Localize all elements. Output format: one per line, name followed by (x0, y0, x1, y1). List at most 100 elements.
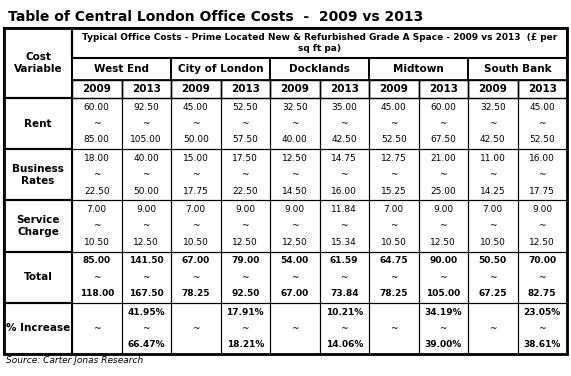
Bar (320, 80, 369, 98)
Bar (220, 200, 270, 252)
Text: ~: ~ (489, 324, 497, 333)
Text: Docklands: Docklands (289, 64, 350, 74)
Text: ~: ~ (93, 221, 100, 230)
Text: 12.50: 12.50 (529, 238, 555, 247)
Bar (4, 98, 72, 149)
Bar (220, 98, 270, 149)
Text: 78.25: 78.25 (182, 289, 210, 298)
Text: ~: ~ (340, 273, 348, 282)
Text: 14.25: 14.25 (480, 186, 505, 196)
Text: 67.00: 67.00 (280, 289, 309, 298)
Bar (270, 80, 320, 98)
Bar (171, 98, 220, 149)
Bar (122, 303, 171, 354)
Text: ~: ~ (143, 119, 150, 128)
Text: ~: ~ (242, 119, 249, 128)
Text: ~: ~ (93, 273, 100, 282)
Text: 7.00: 7.00 (87, 205, 107, 214)
Text: 85.00: 85.00 (84, 135, 110, 144)
Text: 2013: 2013 (329, 84, 359, 94)
Text: ~: ~ (390, 170, 397, 179)
Text: 64.75: 64.75 (380, 256, 408, 265)
Text: ~: ~ (291, 273, 299, 282)
Text: ~: ~ (340, 119, 348, 128)
Text: 141.50: 141.50 (129, 256, 163, 265)
Text: West End: West End (94, 64, 149, 74)
Text: ~: ~ (440, 170, 447, 179)
Bar (320, 149, 369, 200)
Text: 38.61%: 38.61% (524, 340, 561, 349)
Bar (72, 98, 122, 149)
Text: 7.00: 7.00 (482, 205, 503, 214)
Text: 42.50: 42.50 (480, 135, 505, 144)
Text: 92.50: 92.50 (231, 289, 259, 298)
Text: 118.00: 118.00 (79, 289, 114, 298)
Bar (320, 200, 369, 252)
Bar (122, 200, 171, 252)
Bar (72, 200, 122, 252)
Text: ~: ~ (242, 221, 249, 230)
Bar (220, 252, 270, 303)
Text: ~: ~ (440, 119, 447, 128)
Bar (320, 98, 369, 149)
Text: 14.06%: 14.06% (325, 340, 363, 349)
Text: ~: ~ (538, 221, 546, 230)
Text: 35.00: 35.00 (331, 103, 357, 112)
Text: 11.84: 11.84 (331, 205, 357, 214)
Text: 17.50: 17.50 (232, 154, 258, 163)
Text: 67.00: 67.00 (182, 256, 210, 265)
Text: ~: ~ (440, 273, 447, 282)
Bar (369, 303, 419, 354)
Bar (171, 252, 220, 303)
Text: ~: ~ (192, 273, 199, 282)
Text: ~: ~ (538, 324, 546, 333)
Bar (369, 252, 419, 303)
Text: 39.00%: 39.00% (425, 340, 462, 349)
Text: 14.50: 14.50 (282, 186, 308, 196)
Text: 60.00: 60.00 (84, 103, 110, 112)
Text: % Increase: % Increase (6, 323, 70, 334)
Bar (4, 149, 72, 200)
Text: Service
Charge: Service Charge (16, 215, 60, 237)
Text: 67.50: 67.50 (431, 135, 456, 144)
Bar (517, 80, 567, 98)
Bar (171, 200, 220, 252)
Text: 10.50: 10.50 (381, 238, 407, 247)
Bar (468, 303, 517, 354)
Text: ~: ~ (143, 273, 150, 282)
Bar (320, 252, 369, 303)
Text: Business
Rates: Business Rates (12, 164, 64, 186)
Bar (468, 58, 567, 80)
Text: 25.00: 25.00 (431, 186, 456, 196)
Bar (171, 149, 220, 200)
Text: 57.50: 57.50 (232, 135, 258, 144)
Text: ~: ~ (538, 119, 546, 128)
Bar (72, 252, 122, 303)
Bar (369, 80, 419, 98)
Text: 10.50: 10.50 (183, 238, 208, 247)
Text: ~: ~ (440, 221, 447, 230)
Text: 52.50: 52.50 (529, 135, 555, 144)
Text: 15.34: 15.34 (331, 238, 357, 247)
Text: 7.00: 7.00 (186, 205, 206, 214)
Bar (419, 80, 468, 98)
Bar (517, 149, 567, 200)
Text: 12.75: 12.75 (381, 154, 407, 163)
Bar (72, 58, 171, 80)
Bar (517, 303, 567, 354)
Text: 7.00: 7.00 (384, 205, 404, 214)
Text: Total: Total (23, 272, 53, 282)
Text: ~: ~ (192, 170, 199, 179)
Text: ~: ~ (291, 221, 299, 230)
Bar (4, 200, 72, 252)
Text: 52.50: 52.50 (232, 103, 258, 112)
Text: ~: ~ (340, 170, 348, 179)
Text: ~: ~ (489, 221, 497, 230)
Text: ~: ~ (143, 170, 150, 179)
Text: 10.50: 10.50 (84, 238, 110, 247)
Text: 60.00: 60.00 (431, 103, 456, 112)
Text: 9.00: 9.00 (433, 205, 453, 214)
Text: 85.00: 85.00 (83, 256, 111, 265)
Bar (270, 303, 320, 354)
Text: 73.84: 73.84 (330, 289, 359, 298)
